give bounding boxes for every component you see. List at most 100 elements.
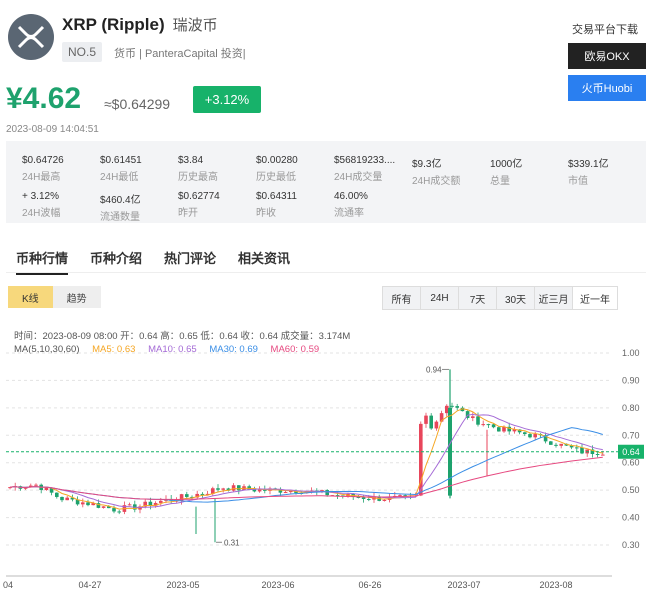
stat-atl: $0.00280 历史最低 xyxy=(256,155,298,183)
range-7d[interactable]: 7天 xyxy=(459,287,497,309)
candle xyxy=(486,424,491,426)
candle xyxy=(101,506,106,508)
candles xyxy=(8,369,605,543)
coin-tags[interactable]: 货币 | PanteraCapital 投资| xyxy=(114,48,246,60)
candle xyxy=(195,493,199,498)
candle xyxy=(554,444,558,446)
current-price-badge xyxy=(618,444,644,459)
candle xyxy=(75,499,80,505)
candle xyxy=(60,496,64,501)
candle xyxy=(70,497,75,500)
tab-comments[interactable]: 热门评论 xyxy=(164,251,217,266)
range-3m[interactable]: 近三月 xyxy=(535,287,573,309)
ma-legend: MA(5,10,30,60) MA5: 0.63 MA10: 0.65 MA30… xyxy=(14,344,329,355)
candle xyxy=(44,487,49,491)
tab-market[interactable]: 币种行情 xyxy=(16,248,69,275)
candle xyxy=(179,494,184,501)
huobi-download-button[interactable]: 火币Huobi xyxy=(568,75,646,101)
candle xyxy=(148,501,153,506)
update-time: 2023-08-09 14:04:51 xyxy=(6,124,99,135)
ma-label: MA(5,10,30,60) xyxy=(14,344,80,355)
chart-type-toggle: K线 趋势 xyxy=(8,286,101,308)
candle xyxy=(252,489,257,492)
candle xyxy=(569,445,574,448)
candle xyxy=(320,490,324,492)
candle xyxy=(575,447,579,449)
chart-grid xyxy=(6,352,612,577)
candle xyxy=(263,489,267,491)
candle xyxy=(247,486,251,490)
low-annotation: 0.31 xyxy=(224,538,240,547)
y-tick-label: 0.40 xyxy=(622,513,640,523)
candle xyxy=(86,502,90,506)
y-tick-label: 0.90 xyxy=(622,375,640,385)
stat-circulating: $460.4亿 流通数量 xyxy=(100,195,141,223)
candle xyxy=(445,405,449,414)
candle xyxy=(34,484,38,486)
stat-24h-low: $0.61451 24H最低 xyxy=(100,155,142,183)
candle xyxy=(159,500,163,503)
candle xyxy=(81,502,85,505)
candle xyxy=(398,495,402,497)
candle xyxy=(481,424,485,426)
candle xyxy=(127,504,132,506)
candle xyxy=(335,495,340,497)
candle xyxy=(507,426,511,432)
y-tick-label: 0.30 xyxy=(622,540,640,550)
main-tabs: 币种行情 币种介绍 热门评论 相关资讯 xyxy=(16,248,290,275)
candle xyxy=(424,415,428,424)
candle xyxy=(528,434,532,438)
y-tick-label: 0.60 xyxy=(622,458,640,468)
candle xyxy=(419,423,423,496)
candle xyxy=(200,493,205,495)
candle xyxy=(29,485,33,488)
kline-chart[interactable]: 1.00 0.90 0.80 0.70 0.60 0.50 0.40 0.30 04 04-27… xyxy=(0,320,650,609)
candle xyxy=(283,492,288,494)
high-annotation: 0.94 xyxy=(426,365,442,374)
okx-download-button[interactable]: 欧易OKX xyxy=(568,43,646,69)
candle xyxy=(185,494,189,497)
candle xyxy=(112,508,116,512)
tab-news[interactable]: 相关资讯 xyxy=(238,251,291,266)
y-tick-label: 0.50 xyxy=(622,485,640,495)
candle xyxy=(491,424,496,428)
candle xyxy=(96,503,101,508)
kline-button[interactable]: K线 xyxy=(8,286,53,308)
candle xyxy=(523,432,527,435)
candle xyxy=(471,416,475,419)
candle xyxy=(23,487,28,489)
stat-market-cap: $339.1亿 市值 xyxy=(568,159,609,187)
range-30d[interactable]: 30天 xyxy=(497,287,535,309)
range-all[interactable]: 所有 xyxy=(383,287,421,309)
ma60-line xyxy=(9,456,603,500)
stat-prev-open: $0.62774 昨开 xyxy=(178,191,220,219)
y-tick-label: 0.80 xyxy=(622,403,640,413)
candle xyxy=(221,488,225,490)
stat-circulation-rate: 46.00% 流通率 xyxy=(334,191,368,219)
candle xyxy=(91,503,95,506)
trend-button[interactable]: 趋势 xyxy=(52,286,101,308)
ma10-line xyxy=(9,413,603,508)
price-usd: ≈$0.64299 xyxy=(104,96,171,112)
ma60-value: MA60: 0.59 xyxy=(270,344,320,355)
x-tick-label: 2023-06 xyxy=(261,580,294,590)
range-1y[interactable]: 近一年 xyxy=(573,287,617,309)
stat-prev-close: $0.64311 昨收 xyxy=(256,191,297,219)
x-tick-label: 2023-07 xyxy=(447,580,480,590)
x-tick-label: 2023-05 xyxy=(166,580,199,590)
candle xyxy=(549,441,553,445)
ma-lines xyxy=(9,408,603,510)
candle xyxy=(153,502,158,506)
candle xyxy=(237,485,241,491)
tab-intro[interactable]: 币种介绍 xyxy=(90,251,143,266)
candle xyxy=(55,492,59,497)
candle xyxy=(448,407,452,496)
candle xyxy=(559,443,563,446)
tabs-divider xyxy=(6,272,646,273)
candle xyxy=(434,421,439,429)
candle xyxy=(226,488,231,491)
current-price-label: 0.64 xyxy=(622,447,640,457)
candle xyxy=(49,487,54,493)
range-24h[interactable]: 24H xyxy=(421,287,459,309)
candle xyxy=(190,496,194,498)
